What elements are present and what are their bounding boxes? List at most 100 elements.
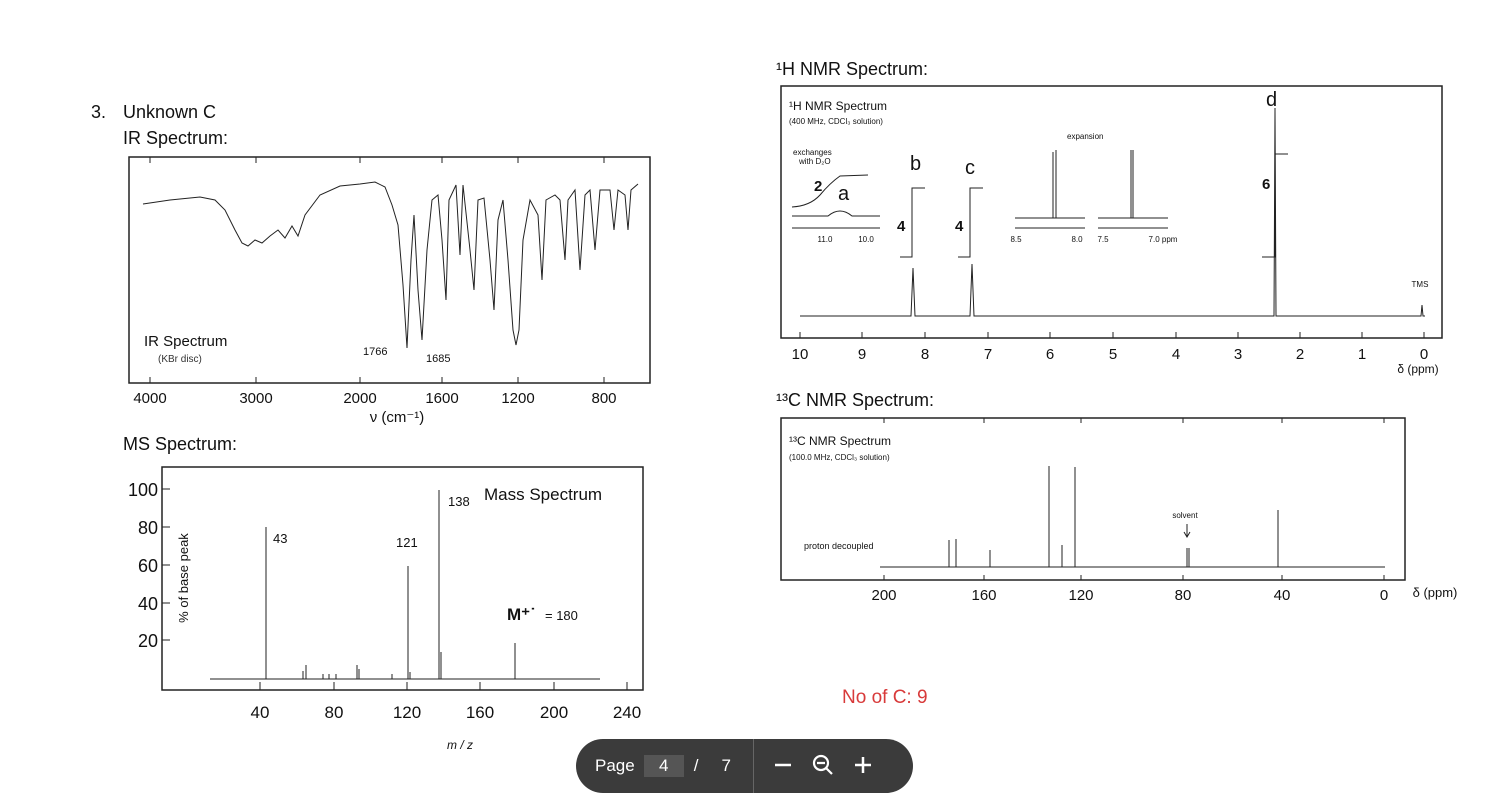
ms-peak-label: 138	[448, 494, 470, 509]
decoupled-label: proton decoupled	[804, 541, 874, 551]
zoom-reset-button[interactable]	[803, 746, 843, 786]
ir-x-tick: 4000	[133, 390, 166, 407]
inset-tick: 8.0	[1071, 235, 1083, 244]
h-nmr-subtitle: (400 MHz, CDCl₃ solution)	[789, 117, 883, 126]
ms-y-tick: 60	[138, 556, 158, 576]
c-nmr-x-tick: 160	[971, 587, 996, 604]
h-nmr-title: ¹H NMR Spectrum	[789, 99, 887, 113]
h-nmr-x-tick: 0	[1420, 346, 1428, 363]
ir-x-label: ν (cm⁻¹)	[370, 409, 425, 426]
ms-y-tick: 40	[138, 594, 158, 614]
tms-label: TMS	[1412, 280, 1429, 289]
h-nmr-frame	[780, 85, 1443, 339]
h-nmr-heading: ¹H NMR Spectrum:	[776, 59, 928, 79]
h-nmr-x-tick: 6	[1046, 346, 1054, 363]
h-nmr-x-tick: 2	[1296, 346, 1304, 363]
c-nmr-frame	[780, 417, 1406, 581]
signal-label: a	[838, 183, 850, 205]
ms-ion-label: M⁺˙	[507, 605, 536, 624]
h-nmr-x-tick: 4	[1172, 346, 1180, 363]
h-nmr-x-tick: 3	[1234, 346, 1242, 363]
ms-x-tick: 240	[613, 703, 641, 722]
h-nmr-inset	[791, 150, 1168, 229]
ir-title: IR Spectrum	[144, 333, 227, 350]
inset-tick: 10.0	[858, 235, 874, 244]
zoom-out-button[interactable]	[763, 746, 803, 786]
zoom-icon	[812, 754, 833, 775]
h-nmr-trace	[800, 107, 1425, 317]
ms-ion-value: = 180	[545, 608, 578, 623]
ir-heading: IR Spectrum:	[123, 128, 228, 148]
ir-frame	[128, 156, 651, 384]
integration-label: 6	[1262, 176, 1270, 193]
inset-tick: 7.5	[1097, 235, 1109, 244]
ir-peak-label: 1685	[426, 353, 450, 365]
ms-x-label: m / z	[447, 738, 473, 752]
ms-y-tick: 100	[128, 480, 158, 500]
ms-trace	[210, 490, 600, 680]
ir-x-tick: 1200	[501, 390, 534, 407]
integration-label: 4	[955, 218, 964, 235]
page-separator: /	[693, 756, 699, 775]
solvent-label: solvent	[1172, 511, 1198, 520]
inset-tick: 7.0 ppm	[1149, 235, 1178, 244]
integration-label: 4	[897, 218, 906, 235]
ms-y-tick: 80	[138, 518, 158, 538]
signal-label: c	[965, 157, 975, 179]
h-nmr-x-tick: 9	[858, 346, 866, 363]
ms-ticks	[162, 488, 628, 690]
c-nmr-heading: ¹³C NMR Spectrum:	[776, 390, 934, 410]
h-nmr-ticks	[799, 332, 1425, 338]
ms-y-label: % of base peak	[176, 533, 191, 623]
expansion-label: expansion	[1067, 132, 1103, 141]
c-nmr-trace	[880, 466, 1385, 568]
ms-x-tick: 120	[393, 703, 421, 722]
h-nmr-x-tick: 8	[921, 346, 929, 363]
ms-x-tick: 40	[251, 703, 270, 722]
h-nmr-x-tick: 1	[1358, 346, 1366, 363]
divider	[752, 739, 754, 793]
problem-number: 3.	[91, 102, 106, 122]
ms-heading: MS Spectrum:	[123, 434, 237, 454]
signal-label: d	[1266, 89, 1277, 111]
c-nmr-x-tick: 200	[871, 587, 896, 604]
c-nmr-x-label: δ (ppm)	[1413, 585, 1458, 600]
ms-x-tick: 80	[325, 703, 344, 722]
c-nmr-x-tick: 120	[1068, 587, 1093, 604]
c-nmr-x-tick: 80	[1175, 587, 1192, 604]
c-nmr-subtitle: (100.0 MHz, CDCl₃ solution)	[789, 453, 890, 462]
ms-peak-label: 121	[396, 535, 418, 550]
h-nmr-x-tick: 7	[984, 346, 992, 363]
ir-peak-label: 1766	[363, 346, 387, 358]
c-nmr-x-tick: 0	[1380, 587, 1388, 604]
ir-x-tick: 800	[591, 390, 616, 407]
exchange-note: with D₂O	[798, 157, 831, 166]
ir-trace	[142, 181, 639, 349]
inset-tick: 8.5	[1010, 235, 1022, 244]
ms-title: Mass Spectrum	[484, 485, 602, 504]
page-label: Page	[595, 756, 635, 775]
ms-x-tick: 200	[540, 703, 568, 722]
carbon-note: No of C: 9	[842, 687, 928, 708]
h-nmr-x-label: δ (ppm)	[1397, 362, 1438, 376]
ir-x-tick: 3000	[239, 390, 272, 407]
c-nmr-x-tick: 40	[1274, 587, 1291, 604]
exchange-note: exchanges	[793, 148, 832, 157]
ir-x-tick: 1600	[425, 390, 458, 407]
page-total: 7	[721, 756, 731, 775]
plus-icon	[854, 756, 871, 773]
ir-x-tick: 2000	[343, 390, 376, 407]
problem-title: Unknown C	[123, 102, 216, 122]
zoom-in-button[interactable]	[843, 746, 883, 786]
pdf-toolbar: Page 4 / 7	[576, 739, 913, 793]
ir-ticks	[149, 157, 605, 383]
ms-y-tick: 20	[138, 631, 158, 651]
ms-frame	[161, 466, 644, 691]
minus-icon	[774, 763, 791, 766]
ms-x-tick: 160	[466, 703, 494, 722]
page-input[interactable]: 4	[643, 755, 684, 777]
inset-tick: 11.0	[818, 235, 834, 244]
c-nmr-ticks	[883, 418, 1385, 580]
